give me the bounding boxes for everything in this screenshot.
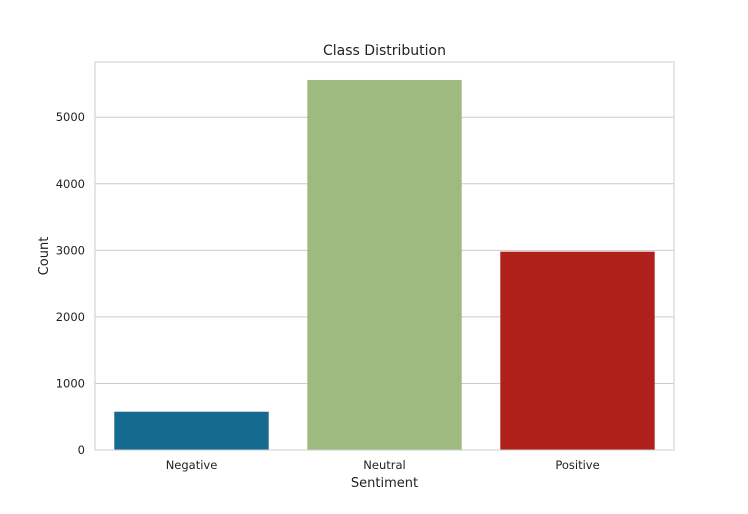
x-axis-label: Sentiment bbox=[351, 476, 418, 491]
bar-negative bbox=[114, 412, 268, 450]
y-tick-label: 0 bbox=[78, 443, 85, 457]
bar-neutral bbox=[307, 80, 461, 450]
y-tick-label: 2000 bbox=[56, 310, 85, 324]
bar-positive bbox=[500, 252, 654, 450]
x-tick-label: Negative bbox=[166, 458, 218, 472]
y-axis-label: Count bbox=[37, 237, 52, 276]
y-tick-label: 5000 bbox=[56, 110, 85, 124]
x-tick-label: Neutral bbox=[363, 458, 405, 472]
y-tick-label: 1000 bbox=[56, 376, 85, 390]
y-tick-label: 3000 bbox=[56, 243, 85, 257]
x-tick-label: Positive bbox=[555, 458, 599, 472]
bars bbox=[114, 80, 654, 450]
y-tick-label: 4000 bbox=[56, 177, 85, 191]
chart-title: Class Distribution bbox=[323, 43, 446, 59]
x-tick-labels: Negative Neutral Positive bbox=[166, 458, 600, 472]
y-tick-labels: 0 1000 2000 3000 4000 5000 bbox=[56, 110, 85, 457]
